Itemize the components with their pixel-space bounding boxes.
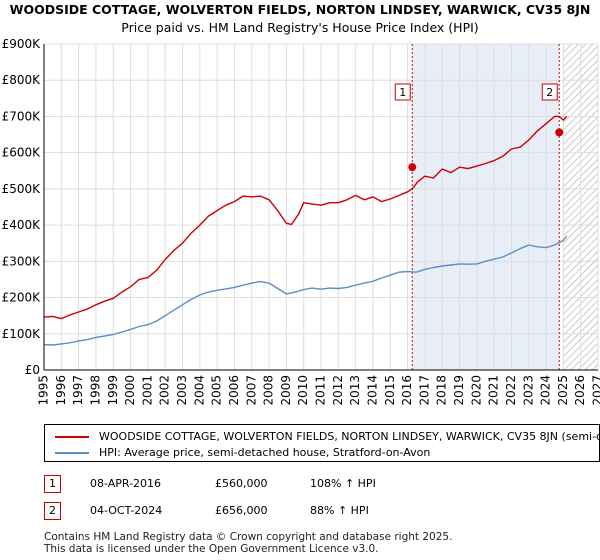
x-tick-label: 2024 xyxy=(539,375,553,406)
x-tick-label: 2027 xyxy=(591,375,600,406)
x-tick-label: 2015 xyxy=(383,375,397,406)
x-tick-label: 2005 xyxy=(210,375,224,406)
y-tick-label: £300K xyxy=(2,254,42,268)
sale-row: 1 08-APR-2016 £560,000 108% ↑ HPI xyxy=(0,475,600,497)
y-tick-label: £800K xyxy=(2,73,42,87)
y-tick-label: £0 xyxy=(25,363,40,377)
footer-licence: This data is licensed under the Open Gov… xyxy=(44,543,379,555)
x-tick-label: 2026 xyxy=(573,375,587,406)
x-tick-label: 2020 xyxy=(469,375,483,406)
x-tick-label: 2006 xyxy=(227,375,241,406)
legend-label-property: WOODSIDE COTTAGE, WOLVERTON FIELDS, NORT… xyxy=(99,430,600,443)
x-tick-label: 2014 xyxy=(365,375,379,406)
price-chart: 1 2 £0 £100K £200K £300K £400K £500K £600K £700K £… xyxy=(2,37,600,406)
x-tick-label: 2009 xyxy=(279,375,293,406)
x-tick-label: 2016 xyxy=(400,375,414,406)
sale-badge: 1 xyxy=(44,475,61,493)
y-tick-label: £900K xyxy=(2,37,42,51)
sale-badge: 2 xyxy=(44,502,61,520)
y-tick-label: £100K xyxy=(2,327,42,341)
sale-row: 2 04-OCT-2024 £656,000 88% ↑ HPI xyxy=(0,502,600,524)
chart-subtitle: Price paid vs. HM Land Registry's House … xyxy=(121,20,479,35)
sale-point xyxy=(408,163,417,172)
x-tick-label: 1995 xyxy=(37,375,51,406)
y-tick-label: £600K xyxy=(2,146,42,160)
x-tick-label: 2012 xyxy=(331,375,345,406)
x-tick-label: 2022 xyxy=(504,375,518,406)
x-tick-label: 1996 xyxy=(54,375,68,406)
legend-swatch-property xyxy=(55,436,89,438)
x-tick-label: 2011 xyxy=(314,375,328,406)
x-tick-label: 2000 xyxy=(123,375,137,406)
x-tick-label: 2013 xyxy=(348,375,362,406)
sale-hpi-change: 108% ↑ HPI xyxy=(310,477,376,490)
ownership-shade xyxy=(412,44,560,370)
x-tick-label: 2023 xyxy=(521,375,535,406)
x-tick-label: 2001 xyxy=(140,375,154,406)
y-tick-label: £400K xyxy=(2,218,42,232)
legend-label-hpi: HPI: Average price, semi-detached house,… xyxy=(99,446,431,459)
x-tick-label: 2019 xyxy=(452,375,466,406)
sale-label-text: 1 xyxy=(399,86,406,99)
x-tick-label: 2007 xyxy=(244,375,258,406)
y-tick-label: £700K xyxy=(2,109,42,123)
property-price-line xyxy=(43,115,568,320)
sale-hpi-change: 88% ↑ HPI xyxy=(310,504,369,517)
hpi-line xyxy=(43,235,568,346)
chart-title: WOODSIDE COTTAGE, WOLVERTON FIELDS, NORT… xyxy=(9,2,591,17)
x-tick-label: 2025 xyxy=(556,375,570,406)
x-tick-label: 2004 xyxy=(192,375,206,406)
x-tick-label: 2003 xyxy=(175,375,189,406)
sale-point xyxy=(555,128,564,137)
x-tick-label: 1997 xyxy=(71,375,85,406)
legend: WOODSIDE COTTAGE, WOLVERTON FIELDS, NORT… xyxy=(44,424,600,462)
x-tick-label: 1998 xyxy=(88,375,102,406)
sale-date: 08-APR-2016 xyxy=(90,477,162,490)
x-tick-label: 2017 xyxy=(417,375,431,406)
x-tick-label: 2008 xyxy=(262,375,276,406)
sale-date: 04-OCT-2024 xyxy=(90,504,163,517)
x-tick-label: 2018 xyxy=(435,375,449,406)
sale-label-text: 2 xyxy=(546,86,553,99)
x-tick-label: 2002 xyxy=(158,375,172,406)
y-tick-label: £200K xyxy=(2,291,42,305)
y-tick-label: £500K xyxy=(2,182,42,196)
sale-label-box xyxy=(541,83,558,101)
x-tick-label: 1999 xyxy=(106,375,120,406)
x-tick-label: 2010 xyxy=(296,375,310,406)
footer-copyright: Contains HM Land Registry data © Crown c… xyxy=(44,531,453,543)
footer: Contains HM Land Registry data © Crown c… xyxy=(44,531,452,555)
x-tick-label: 2021 xyxy=(487,375,501,406)
legend-swatch-hpi xyxy=(55,452,89,454)
sale-price: £560,000 xyxy=(215,477,268,490)
sale-price: £656,000 xyxy=(215,504,268,517)
sale-label-box xyxy=(394,83,411,101)
